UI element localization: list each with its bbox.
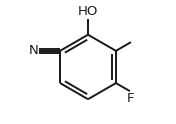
Text: F: F: [127, 92, 134, 105]
Text: HO: HO: [78, 5, 98, 18]
Text: N: N: [29, 44, 38, 57]
